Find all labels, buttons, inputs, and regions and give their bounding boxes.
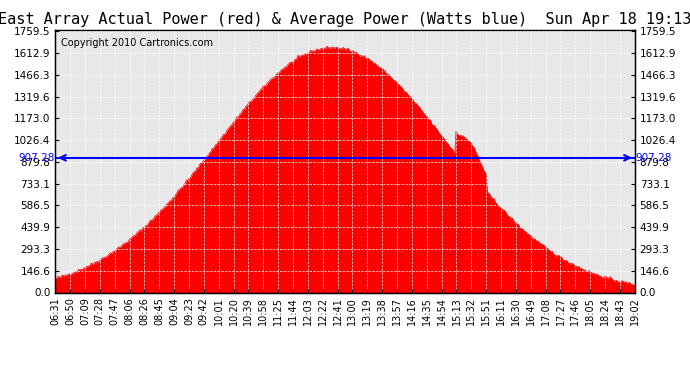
- Text: 907.28: 907.28: [18, 153, 55, 163]
- Text: 907.28: 907.28: [635, 153, 672, 163]
- Text: Copyright 2010 Cartronics.com: Copyright 2010 Cartronics.com: [61, 38, 213, 48]
- Title: East Array Actual Power (red) & Average Power (Watts blue)  Sun Apr 18 19:13: East Array Actual Power (red) & Average …: [0, 12, 690, 27]
